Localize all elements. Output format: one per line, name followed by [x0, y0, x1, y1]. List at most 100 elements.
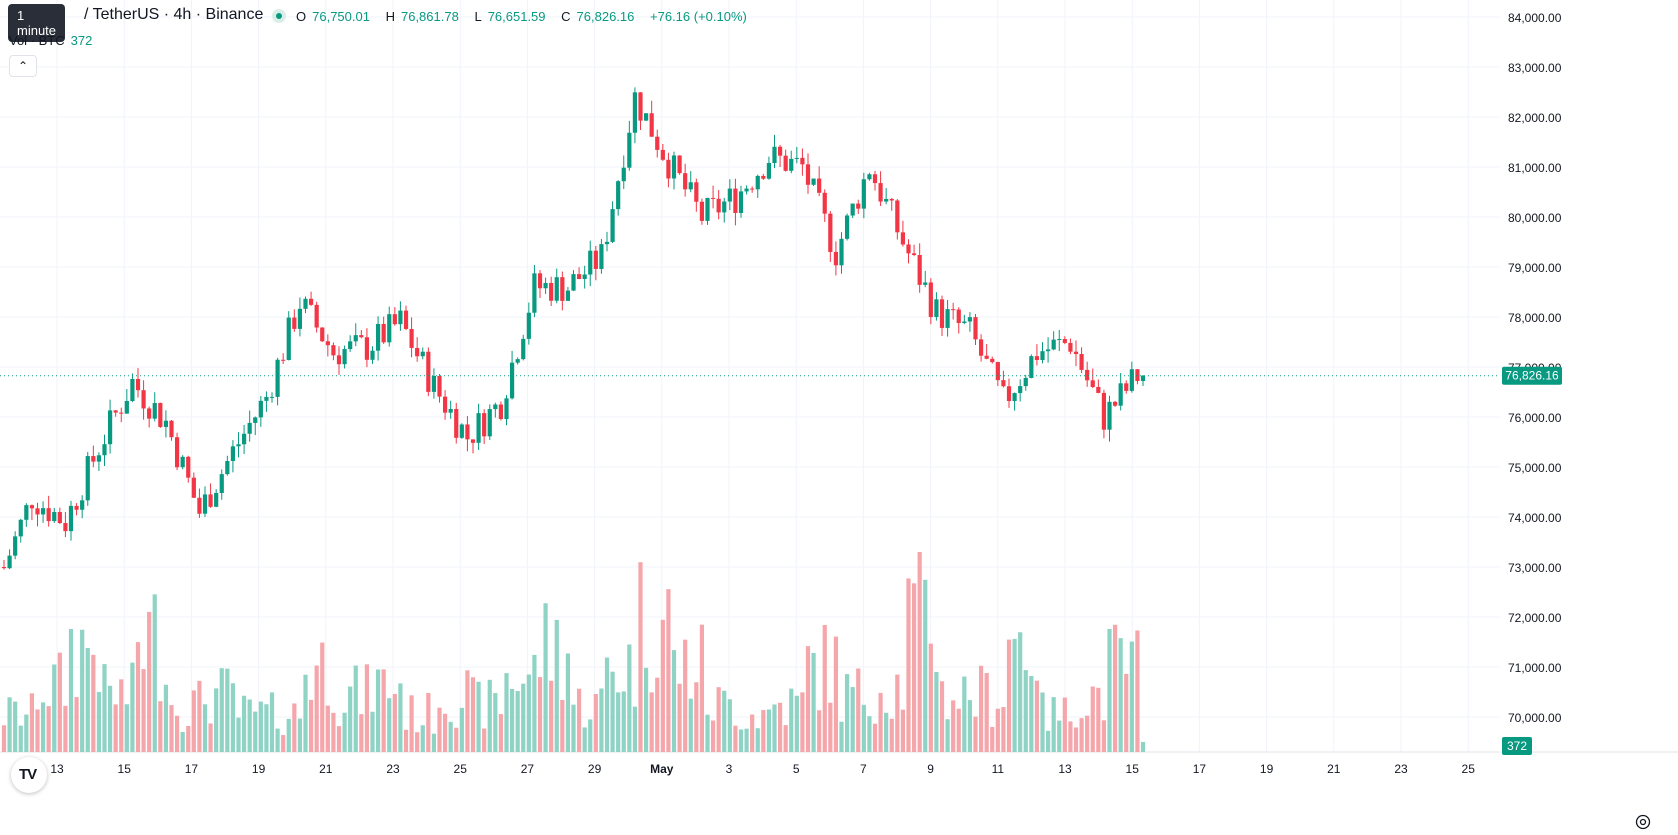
candle-body	[649, 113, 654, 137]
candle-body	[448, 408, 453, 413]
volume-bar	[465, 670, 470, 752]
candle-body	[655, 136, 660, 150]
candle-body	[872, 174, 878, 184]
volume-bar	[152, 594, 157, 752]
x-tick-label: 9	[927, 762, 934, 776]
candle-body	[683, 173, 688, 190]
candle-body	[487, 409, 492, 437]
candle-body	[967, 317, 973, 322]
volume-bar	[308, 699, 314, 752]
candle-body	[286, 317, 291, 360]
open-value: 76,750.01	[312, 9, 370, 24]
volume-bar	[671, 650, 677, 752]
candle-body	[1112, 401, 1118, 406]
candle-body	[532, 273, 537, 313]
volume-bar	[1045, 730, 1051, 752]
candle-body	[582, 274, 587, 279]
volume-bar	[130, 662, 135, 752]
volume-bar	[554, 619, 559, 752]
volume-bar	[119, 679, 124, 752]
candle-body	[353, 335, 358, 342]
volume-bar	[504, 673, 509, 752]
candle-body	[593, 250, 598, 269]
y-tick-label: 79,000.00	[1508, 261, 1562, 275]
candle-body	[1, 567, 7, 569]
volume-bar	[197, 680, 202, 752]
candle-body	[130, 378, 135, 401]
candle-body	[554, 277, 559, 301]
volume-bar	[113, 704, 118, 752]
volume-bar	[716, 687, 721, 752]
volume-bar	[643, 667, 649, 752]
volume-bar	[967, 700, 973, 752]
volume-bar	[1, 725, 7, 752]
candle-body	[1090, 380, 1095, 387]
x-tick-label: 11	[992, 762, 1005, 776]
volume-bar	[828, 702, 833, 752]
candle-body	[281, 359, 286, 361]
volume-bar	[487, 679, 492, 752]
candle-body	[560, 277, 565, 301]
volume-bar	[24, 714, 29, 752]
volume-bar	[588, 719, 593, 752]
candle-body	[1023, 377, 1028, 387]
candle-body	[74, 505, 79, 510]
volume-bar	[135, 642, 141, 752]
candle-body	[214, 492, 219, 507]
volume-bar	[856, 668, 861, 752]
candle-body	[442, 396, 448, 413]
candle-body	[1135, 369, 1140, 382]
gear-icon[interactable]	[1633, 812, 1653, 832]
volume-bar	[710, 720, 716, 752]
candle-body	[174, 437, 180, 468]
candle-body	[744, 188, 749, 192]
volume-bar	[158, 701, 163, 752]
x-tick-label: 21	[319, 762, 333, 776]
volume-bar	[627, 644, 632, 752]
candle-body	[236, 444, 241, 447]
volume-bar	[688, 698, 693, 752]
candle-body	[331, 345, 336, 356]
candle-body	[900, 232, 906, 245]
candle-body	[1029, 356, 1034, 378]
volume-bar	[956, 708, 961, 752]
volume-bar	[1096, 687, 1101, 752]
candle-body	[521, 338, 526, 360]
candle-body	[314, 304, 319, 328]
candle-body	[884, 198, 889, 202]
x-tick-label: 15	[1126, 762, 1140, 776]
volume-bar	[448, 721, 453, 752]
high-value: 76,861.78	[400, 9, 459, 24]
volume-bar	[1040, 692, 1045, 752]
volume-bar	[1124, 673, 1129, 752]
volume-bar	[275, 728, 280, 752]
volume-bar	[995, 708, 1000, 752]
candle-body	[800, 157, 805, 165]
volume-bar	[571, 704, 576, 752]
volume-bar	[269, 692, 275, 752]
candle-body	[978, 339, 984, 356]
volume-bar	[247, 699, 252, 752]
y-tick-label: 74,000.00	[1508, 511, 1562, 525]
volume-bar	[85, 648, 90, 752]
volume-bar	[599, 688, 604, 752]
candle-body	[102, 444, 107, 456]
volume-bar	[878, 692, 883, 752]
symbol-title[interactable]: / TetherUS · 4h · Binance	[84, 6, 264, 23]
y-tick-label: 81,000.00	[1508, 161, 1562, 175]
candle-body	[867, 174, 872, 180]
collapse-legend-button[interactable]: ⌃	[9, 55, 37, 77]
volume-bar	[660, 619, 665, 752]
candle-body	[381, 323, 386, 343]
volume-bar	[1118, 638, 1123, 752]
tradingview-logo-icon[interactable]: TV	[11, 757, 47, 793]
volume-bar	[744, 728, 749, 752]
x-tick-label: 5	[793, 762, 800, 776]
volume-bar	[1057, 720, 1062, 752]
volume-bar	[68, 629, 74, 752]
volume-bar	[163, 684, 169, 752]
volume-bar	[1112, 624, 1118, 752]
volume-bar	[945, 719, 950, 752]
candle-body	[638, 92, 643, 121]
